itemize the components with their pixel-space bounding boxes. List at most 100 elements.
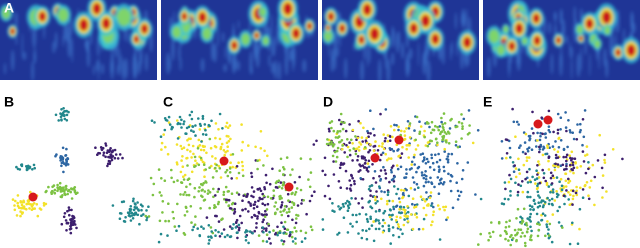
scatter-point: [536, 184, 539, 188]
scatter-point: [60, 222, 64, 226]
scatter-point: [179, 170, 183, 174]
blob-mid: [262, 36, 269, 46]
scatter-point: [407, 156, 411, 159]
scatter-point: [262, 164, 265, 167]
scatter-point: [226, 145, 229, 148]
scatter-point: [532, 199, 536, 203]
scatter-point: [525, 221, 528, 225]
scatter-point: [541, 168, 544, 172]
scatter-point: [435, 137, 438, 141]
streak: [110, 53, 115, 80]
scatter-point: [372, 220, 375, 223]
scatter-point: [429, 176, 432, 180]
scatter-point: [413, 206, 416, 209]
scatter-point: [236, 236, 239, 240]
scatter-point: [323, 156, 327, 160]
scatter-point: [380, 153, 383, 157]
streak: [508, 55, 511, 79]
scatter-point: [328, 129, 331, 133]
scatter-point: [193, 155, 197, 159]
scatter-point: [290, 201, 294, 204]
scatter-point: [370, 224, 374, 227]
scatter-point: [390, 170, 393, 174]
scatter-point: [377, 144, 381, 148]
scatter-point: [488, 231, 491, 235]
heatmap-panel: [0, 0, 157, 80]
scatter-point: [402, 189, 406, 192]
scatter-point: [536, 173, 539, 176]
scatter-point: [433, 185, 436, 189]
scatter-point: [559, 116, 563, 119]
scatter-point: [296, 214, 300, 217]
scatter-point: [581, 118, 585, 121]
scatter-point: [611, 148, 615, 151]
scatter-point: [378, 209, 381, 213]
highlight-point: [394, 135, 404, 145]
scatter-point: [189, 205, 193, 208]
scatter-point: [222, 193, 225, 196]
scatter-point: [238, 214, 242, 218]
scatter-point: [403, 211, 407, 214]
scatter-point: [466, 133, 470, 136]
scatter-point: [247, 210, 250, 213]
scatter-point: [584, 171, 588, 175]
scatter-point: [202, 145, 205, 148]
scatter-point: [276, 225, 279, 229]
scatter-point: [538, 148, 542, 151]
scatter-point: [549, 190, 552, 194]
scatter-point: [372, 239, 376, 243]
scatter-point: [384, 137, 387, 140]
scatter-point: [201, 114, 205, 118]
scatter-point: [448, 132, 451, 135]
scatter-point: [554, 153, 558, 157]
scatter-point: [555, 156, 558, 160]
scatter-point: [367, 150, 370, 154]
scatter-point: [394, 205, 398, 208]
scatter-point: [331, 145, 335, 148]
streak: [290, 47, 296, 61]
scatter-point: [226, 174, 230, 178]
scatter-point: [228, 171, 232, 174]
scatter-point: [277, 179, 281, 182]
scatter-point: [458, 194, 461, 198]
scatter-point: [584, 154, 587, 157]
scatter-point: [556, 132, 560, 135]
scatter-point: [509, 189, 512, 193]
heatmaps: [0, 0, 640, 80]
scatter-point: [332, 173, 336, 176]
scatter-point: [185, 157, 188, 160]
scatter-point: [128, 215, 132, 218]
scatter-point: [368, 185, 372, 188]
scatter-point: [386, 134, 390, 137]
scatter-point: [341, 147, 344, 151]
scatter-point: [60, 108, 63, 111]
scatter-point: [151, 193, 155, 197]
scatter-point: [403, 130, 406, 133]
scatter-point: [588, 186, 592, 189]
scatter-point: [170, 176, 173, 180]
scatter-point: [170, 168, 173, 172]
scatter-point: [512, 170, 516, 173]
scatter-point: [289, 231, 292, 234]
scatter-point: [552, 176, 556, 180]
scatter-point: [474, 193, 477, 196]
scatter-point: [373, 134, 376, 137]
scatter-point: [139, 203, 143, 206]
blob-core: [431, 33, 440, 45]
scatter-point: [370, 206, 374, 210]
scatter-point: [359, 143, 363, 146]
scatter-point: [200, 225, 203, 228]
scatter-point: [309, 225, 313, 228]
scatter-point: [199, 207, 202, 210]
blob-mid: [259, 7, 267, 17]
scatter-point: [435, 160, 439, 164]
scatter-point: [382, 211, 385, 215]
scatter-point: [32, 163, 36, 167]
scatter-point: [237, 228, 241, 232]
scatter-point: [601, 174, 605, 177]
scatter-point: [542, 172, 546, 175]
scatter-point: [549, 176, 553, 180]
scatter-point: [331, 202, 334, 205]
heatmap-blobs: [322, 0, 477, 80]
scatter-point: [374, 227, 378, 231]
